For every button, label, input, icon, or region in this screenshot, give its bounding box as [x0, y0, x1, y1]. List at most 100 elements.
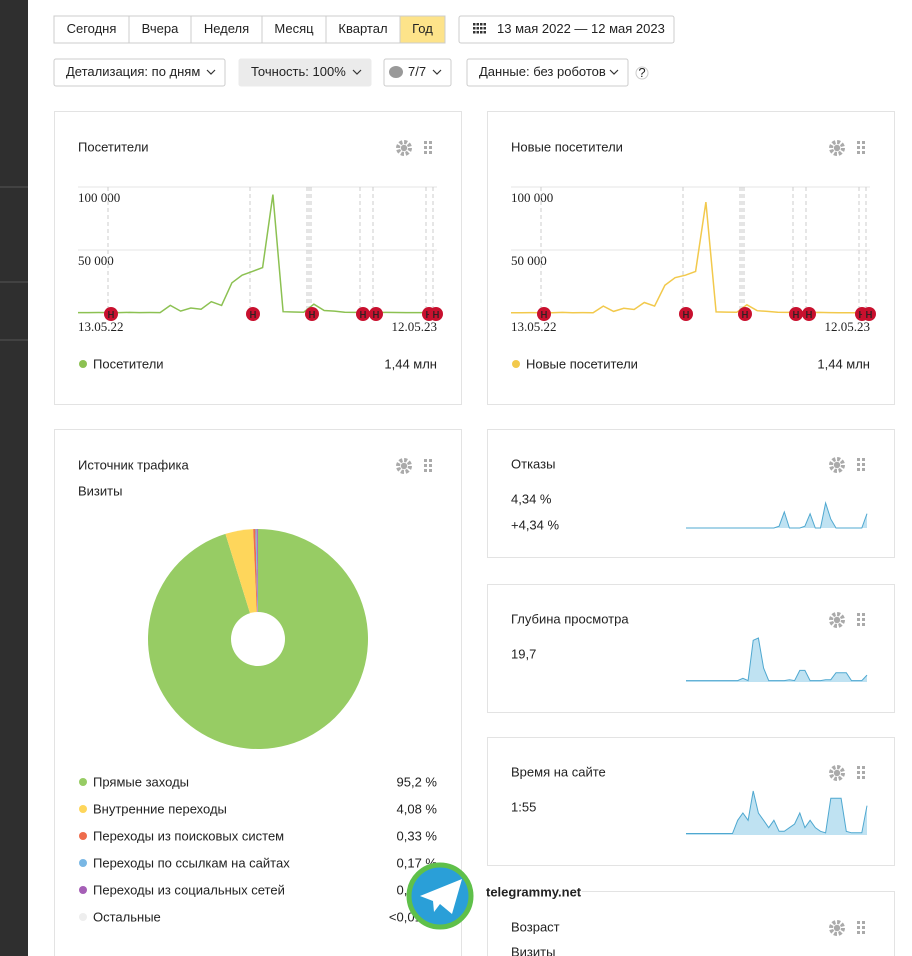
filter-label: Детализация: по дням	[66, 64, 200, 79]
drag-handle[interactable]	[424, 146, 427, 149]
drag-handle[interactable]	[857, 771, 860, 774]
drag-handle[interactable]	[862, 468, 865, 471]
period-button[interactable]	[53, 15, 130, 44]
legend-label: Переходы из поисковых систем	[93, 828, 284, 843]
event-marker-label: н	[425, 306, 432, 321]
drag-handle[interactable]	[857, 151, 860, 154]
date-range-button[interactable]	[458, 15, 675, 44]
drag-handle[interactable]	[857, 776, 860, 779]
filter-label: Данные: без роботов	[479, 64, 606, 79]
drag-handle[interactable]	[862, 623, 865, 626]
x-tick-label: 13.05.22	[78, 319, 124, 334]
event-marker[interactable]	[356, 307, 370, 321]
period-label: Сегодня	[67, 21, 117, 36]
drag-handle[interactable]	[429, 469, 432, 472]
drag-handle[interactable]	[857, 141, 860, 144]
calendar-icon	[483, 31, 486, 34]
drag-handle[interactable]	[862, 146, 865, 149]
calendar-icon	[483, 23, 486, 26]
event-marker[interactable]	[537, 307, 551, 321]
event-marker[interactable]	[862, 307, 876, 321]
drag-handle[interactable]	[857, 458, 860, 461]
settings-icon-core	[833, 461, 841, 469]
drag-handle[interactable]	[862, 463, 865, 466]
drag-handle[interactable]	[857, 613, 860, 616]
drag-handle[interactable]	[857, 931, 860, 934]
drag-handle[interactable]	[862, 931, 865, 934]
drag-handle[interactable]	[857, 146, 860, 149]
period-button[interactable]	[261, 15, 327, 44]
settings-icon[interactable]	[829, 612, 845, 628]
filter-button[interactable]	[383, 58, 452, 87]
drag-handle[interactable]	[429, 141, 432, 144]
settings-icon[interactable]	[829, 140, 845, 156]
event-marker[interactable]	[104, 307, 118, 321]
drag-handle[interactable]	[429, 459, 432, 462]
drag-handle[interactable]	[424, 464, 427, 467]
legend-label: Прямые заходы	[93, 774, 189, 789]
settings-icon-core	[833, 769, 841, 777]
event-marker[interactable]	[738, 307, 752, 321]
event-marker-label: н	[249, 306, 256, 321]
sparkline	[686, 637, 868, 682]
drag-handle[interactable]	[857, 921, 860, 924]
drag-handle[interactable]	[862, 618, 865, 621]
drag-handle[interactable]	[857, 623, 860, 626]
chevron	[206, 69, 216, 75]
drag-handle[interactable]	[862, 921, 865, 924]
drag-handle[interactable]	[862, 458, 865, 461]
event-marker[interactable]	[305, 307, 319, 321]
chevron	[432, 69, 442, 75]
drag-handle[interactable]	[424, 469, 427, 472]
drag-handle[interactable]	[857, 926, 860, 929]
drag-handle[interactable]	[424, 141, 427, 144]
drag-handle[interactable]	[857, 618, 860, 621]
event-marker-label: н	[540, 306, 547, 321]
period-label: Вчера	[142, 21, 179, 36]
period-button[interactable]	[399, 15, 446, 44]
settings-icon[interactable]	[829, 920, 845, 936]
legend-dot	[79, 859, 87, 867]
settings-icon[interactable]	[396, 140, 412, 156]
event-marker[interactable]	[429, 307, 443, 321]
filter-button[interactable]	[53, 58, 226, 87]
settings-icon[interactable]	[829, 765, 845, 781]
drag-handle[interactable]	[862, 771, 865, 774]
drag-handle[interactable]	[424, 151, 427, 154]
legend-dot	[79, 805, 87, 813]
filter-button	[238, 58, 372, 87]
settings-icon[interactable]	[829, 457, 845, 473]
comment-icon	[389, 66, 403, 78]
drag-handle[interactable]	[862, 776, 865, 779]
drag-handle[interactable]	[429, 146, 432, 149]
filter-button[interactable]	[466, 58, 629, 87]
drag-handle[interactable]	[429, 464, 432, 467]
period-button[interactable]	[325, 15, 401, 44]
calendar-icon	[476, 27, 479, 30]
drag-handle[interactable]	[862, 766, 865, 769]
legend-dot	[79, 778, 87, 786]
event-marker[interactable]	[679, 307, 693, 321]
chevron	[352, 69, 362, 75]
event-marker[interactable]	[802, 307, 816, 321]
drag-handle[interactable]	[857, 468, 860, 471]
help-icon-mark: ?	[638, 65, 645, 80]
event-marker[interactable]	[789, 307, 803, 321]
drag-handle[interactable]	[862, 926, 865, 929]
sparkline	[686, 501, 868, 529]
metric-value: 4,34 %	[511, 491, 552, 506]
drag-handle[interactable]	[857, 766, 860, 769]
drag-handle[interactable]	[862, 151, 865, 154]
event-marker[interactable]	[369, 307, 383, 321]
drag-handle[interactable]	[424, 459, 427, 462]
drag-handle[interactable]	[857, 463, 860, 466]
settings-icon[interactable]	[396, 458, 412, 474]
legend-dot	[512, 360, 520, 368]
event-marker[interactable]	[246, 307, 260, 321]
pie-slice	[225, 529, 258, 639]
period-button[interactable]	[190, 15, 263, 44]
drag-handle[interactable]	[862, 613, 865, 616]
drag-handle[interactable]	[429, 151, 432, 154]
drag-handle[interactable]	[862, 141, 865, 144]
period-button[interactable]	[128, 15, 192, 44]
